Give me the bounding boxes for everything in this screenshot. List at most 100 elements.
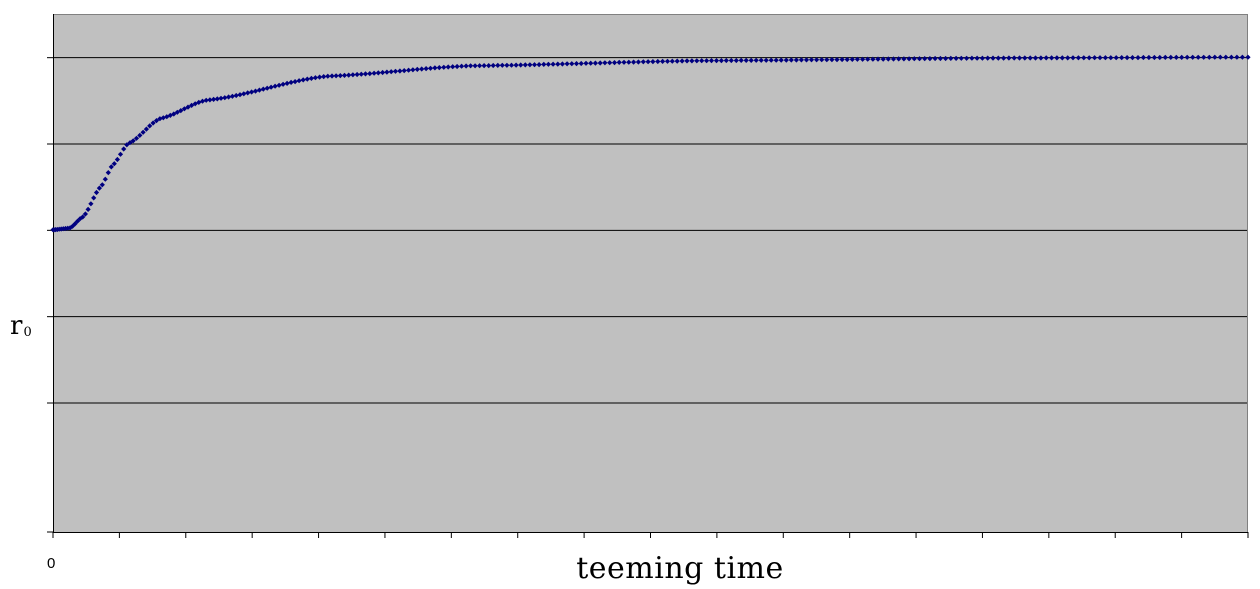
data-point <box>252 88 259 94</box>
data-point <box>341 72 348 78</box>
data-point <box>280 81 286 87</box>
data-point <box>808 57 815 63</box>
data-point <box>140 129 146 135</box>
data-point <box>147 123 153 129</box>
data-point <box>704 58 710 64</box>
data-point <box>964 55 970 61</box>
data-point <box>1234 54 1240 60</box>
data-point <box>1190 54 1196 60</box>
data-point <box>1217 54 1223 60</box>
data-point <box>880 56 886 62</box>
data-point <box>669 58 675 64</box>
data-point <box>684 58 690 64</box>
data-point <box>292 79 298 85</box>
data-point <box>844 56 850 63</box>
data-point <box>472 63 478 69</box>
data-point <box>423 66 429 72</box>
data-point <box>718 58 724 64</box>
data-point <box>640 59 646 65</box>
data-point <box>481 63 487 69</box>
data-point <box>237 92 243 98</box>
data-point <box>284 80 290 86</box>
data-point <box>824 57 830 63</box>
data-point <box>1173 54 1179 60</box>
data-point <box>1135 55 1141 61</box>
data-point <box>522 62 528 68</box>
data-point <box>748 57 754 63</box>
data-point <box>1206 54 1212 60</box>
data-point <box>583 60 589 66</box>
data-point <box>218 95 224 101</box>
data-point <box>499 62 505 68</box>
data-point <box>308 75 314 81</box>
x-tick-label: 0 <box>47 555 55 572</box>
data-point <box>743 57 749 63</box>
data-point <box>384 69 390 75</box>
data-point <box>1157 54 1163 61</box>
data-point <box>1201 54 1207 60</box>
data-point <box>1245 54 1251 60</box>
data-point <box>388 69 394 75</box>
data-point <box>178 108 184 114</box>
data-point <box>650 59 656 65</box>
data-point <box>969 55 975 61</box>
data-point <box>819 57 825 63</box>
data-point <box>1001 55 1007 61</box>
data-point <box>635 59 641 65</box>
data-point <box>611 60 618 66</box>
data-point <box>932 55 938 62</box>
data-point <box>1162 54 1168 60</box>
data-point <box>550 61 556 67</box>
data-point <box>477 63 483 69</box>
data-point <box>555 61 561 67</box>
gridlines <box>53 57 1248 404</box>
data-point <box>865 56 871 62</box>
data-point <box>300 77 306 83</box>
data-point <box>875 56 881 62</box>
data-point <box>631 59 637 65</box>
data-point <box>463 63 469 69</box>
data-point <box>99 182 105 188</box>
data-point <box>645 59 651 65</box>
data-point <box>849 56 855 62</box>
data-point <box>990 55 996 61</box>
data-point <box>88 201 94 207</box>
data-point <box>953 55 959 61</box>
data-point <box>69 223 76 229</box>
data-point <box>1022 55 1028 61</box>
data-point <box>1059 55 1065 61</box>
data-point <box>124 142 130 148</box>
data-point <box>788 57 794 63</box>
data-point <box>260 86 266 92</box>
data-point <box>203 97 209 103</box>
data-point <box>1195 54 1201 60</box>
data-point <box>531 62 538 68</box>
data-point <box>329 73 335 79</box>
data-point <box>504 62 510 68</box>
data-point <box>545 61 551 67</box>
data-point <box>518 62 524 68</box>
data-point <box>1212 54 1218 60</box>
data-point <box>793 57 799 63</box>
data-point <box>679 58 685 64</box>
data-point <box>713 58 720 64</box>
data-point <box>82 211 88 217</box>
data-point <box>367 71 373 77</box>
data-point <box>304 76 310 82</box>
data-point <box>346 72 352 78</box>
data-point <box>392 68 399 74</box>
data-point <box>763 57 769 63</box>
data-point <box>1081 55 1087 61</box>
data-point <box>664 58 671 64</box>
data-point <box>699 58 705 64</box>
data-point <box>738 57 744 63</box>
data-point <box>655 58 661 65</box>
data-point <box>91 195 97 201</box>
data-point <box>350 72 356 78</box>
data-point <box>860 56 866 62</box>
data-point <box>264 85 270 91</box>
data-point <box>1223 54 1229 60</box>
data-point <box>1124 55 1130 61</box>
data-point <box>597 60 603 66</box>
